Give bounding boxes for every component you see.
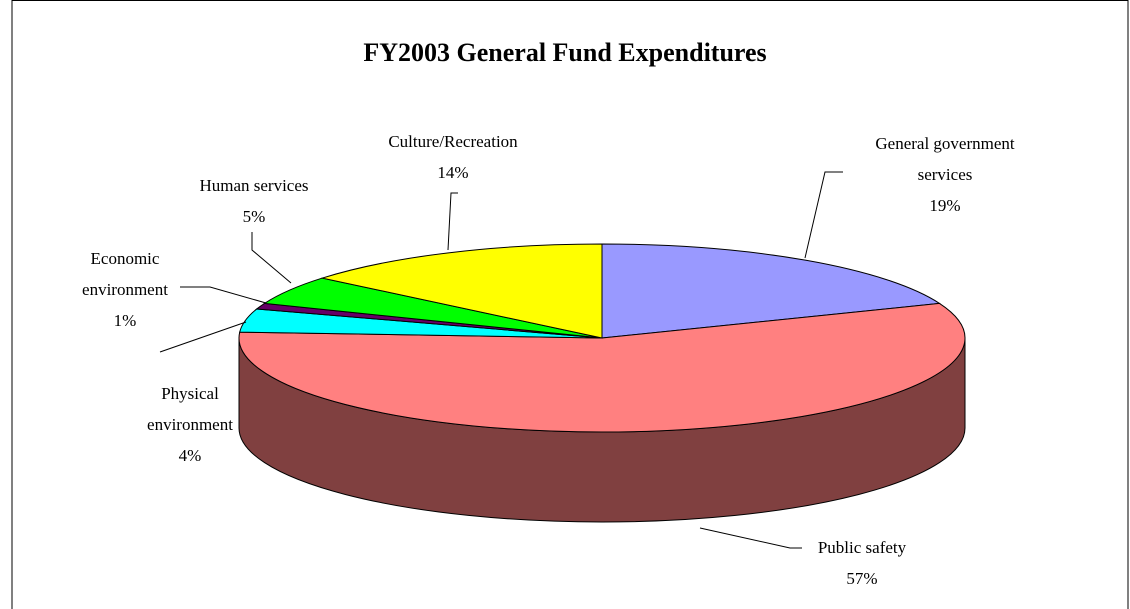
slice-name: General government services (875, 134, 1015, 184)
slice-percent: 5% (242, 207, 266, 226)
slice-name: Human services (199, 176, 309, 195)
leader-line (699, 527, 802, 549)
slice-name: Public safety (817, 538, 907, 557)
slice-label: General government services 19% (850, 128, 1040, 221)
pie-slice (601, 243, 941, 339)
slice-name: Economic environment (82, 249, 168, 299)
slice-label: Culture/Recreation 14% (363, 126, 543, 188)
slice-label: Economic environment 1% (65, 243, 185, 336)
slice-percent: 4% (178, 446, 202, 465)
slice-percent: 57% (846, 569, 878, 588)
leader-line (159, 321, 247, 353)
slice-label: Public safety 57% (787, 532, 937, 594)
slice-percent: 1% (113, 311, 137, 330)
slice-label: Physical environment 4% (130, 378, 250, 471)
slice-name: Physical environment (147, 384, 233, 434)
leader-line (804, 171, 843, 259)
leader-lines (159, 171, 843, 549)
slice-label: Human services 5% (179, 170, 329, 232)
slice-percent: 14% (437, 163, 469, 182)
chart-title: FY2003 General Fund Expenditures (363, 38, 767, 67)
leader-line (251, 232, 292, 284)
pie-tops (238, 243, 966, 433)
slice-percent: 19% (929, 196, 961, 215)
leader-line (447, 192, 458, 251)
leader-line (180, 286, 267, 304)
pie-slice (320, 243, 603, 339)
slice-name: Culture/Recreation (388, 132, 518, 151)
